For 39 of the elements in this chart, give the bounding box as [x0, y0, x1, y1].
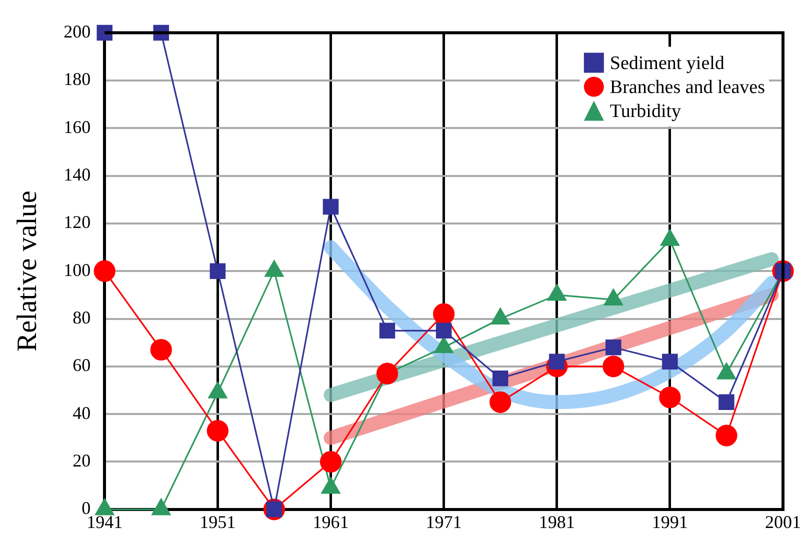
point [322, 198, 339, 215]
point [94, 260, 116, 282]
y-axis-title: Relative value [12, 190, 44, 352]
point [606, 339, 622, 356]
y-tick-label: 160 [64, 116, 91, 137]
point [376, 362, 398, 384]
x-tick-label: 1981 [538, 512, 575, 532]
point [206, 420, 228, 442]
y-tick-label: 80 [72, 307, 91, 328]
y-tick-label: 180 [64, 69, 91, 90]
x-tick-label: 2001 [765, 512, 801, 532]
y-tick-label: 140 [64, 164, 91, 185]
legend-label: Sediment yield [610, 52, 725, 74]
point [436, 322, 452, 339]
x-tick-label: 1951 [200, 512, 236, 532]
point [492, 370, 508, 386]
point [662, 354, 678, 370]
y-tick-label: 120 [64, 212, 91, 232]
x-tick-label: 1971 [426, 512, 462, 532]
point [602, 356, 624, 378]
point [210, 263, 226, 279]
point [659, 386, 681, 408]
x-tick-label: 1991 [652, 512, 688, 532]
legend-label: Turbidity [610, 100, 682, 122]
point [320, 450, 342, 473]
point [718, 394, 734, 410]
y-tick-label: 20 [72, 450, 91, 470]
point [96, 24, 112, 41]
point [490, 391, 512, 413]
point [716, 424, 738, 446]
point [150, 338, 172, 361]
y-tick-label: 200 [64, 22, 91, 42]
y-tick-label: 40 [72, 402, 91, 423]
x-tick-label: 1961 [312, 512, 349, 532]
y-tick-label: 100 [64, 260, 91, 280]
legend-label: Branches and leaves [610, 76, 766, 98]
y-tick-label: 60 [72, 355, 91, 376]
point [433, 303, 455, 325]
point [379, 322, 396, 339]
